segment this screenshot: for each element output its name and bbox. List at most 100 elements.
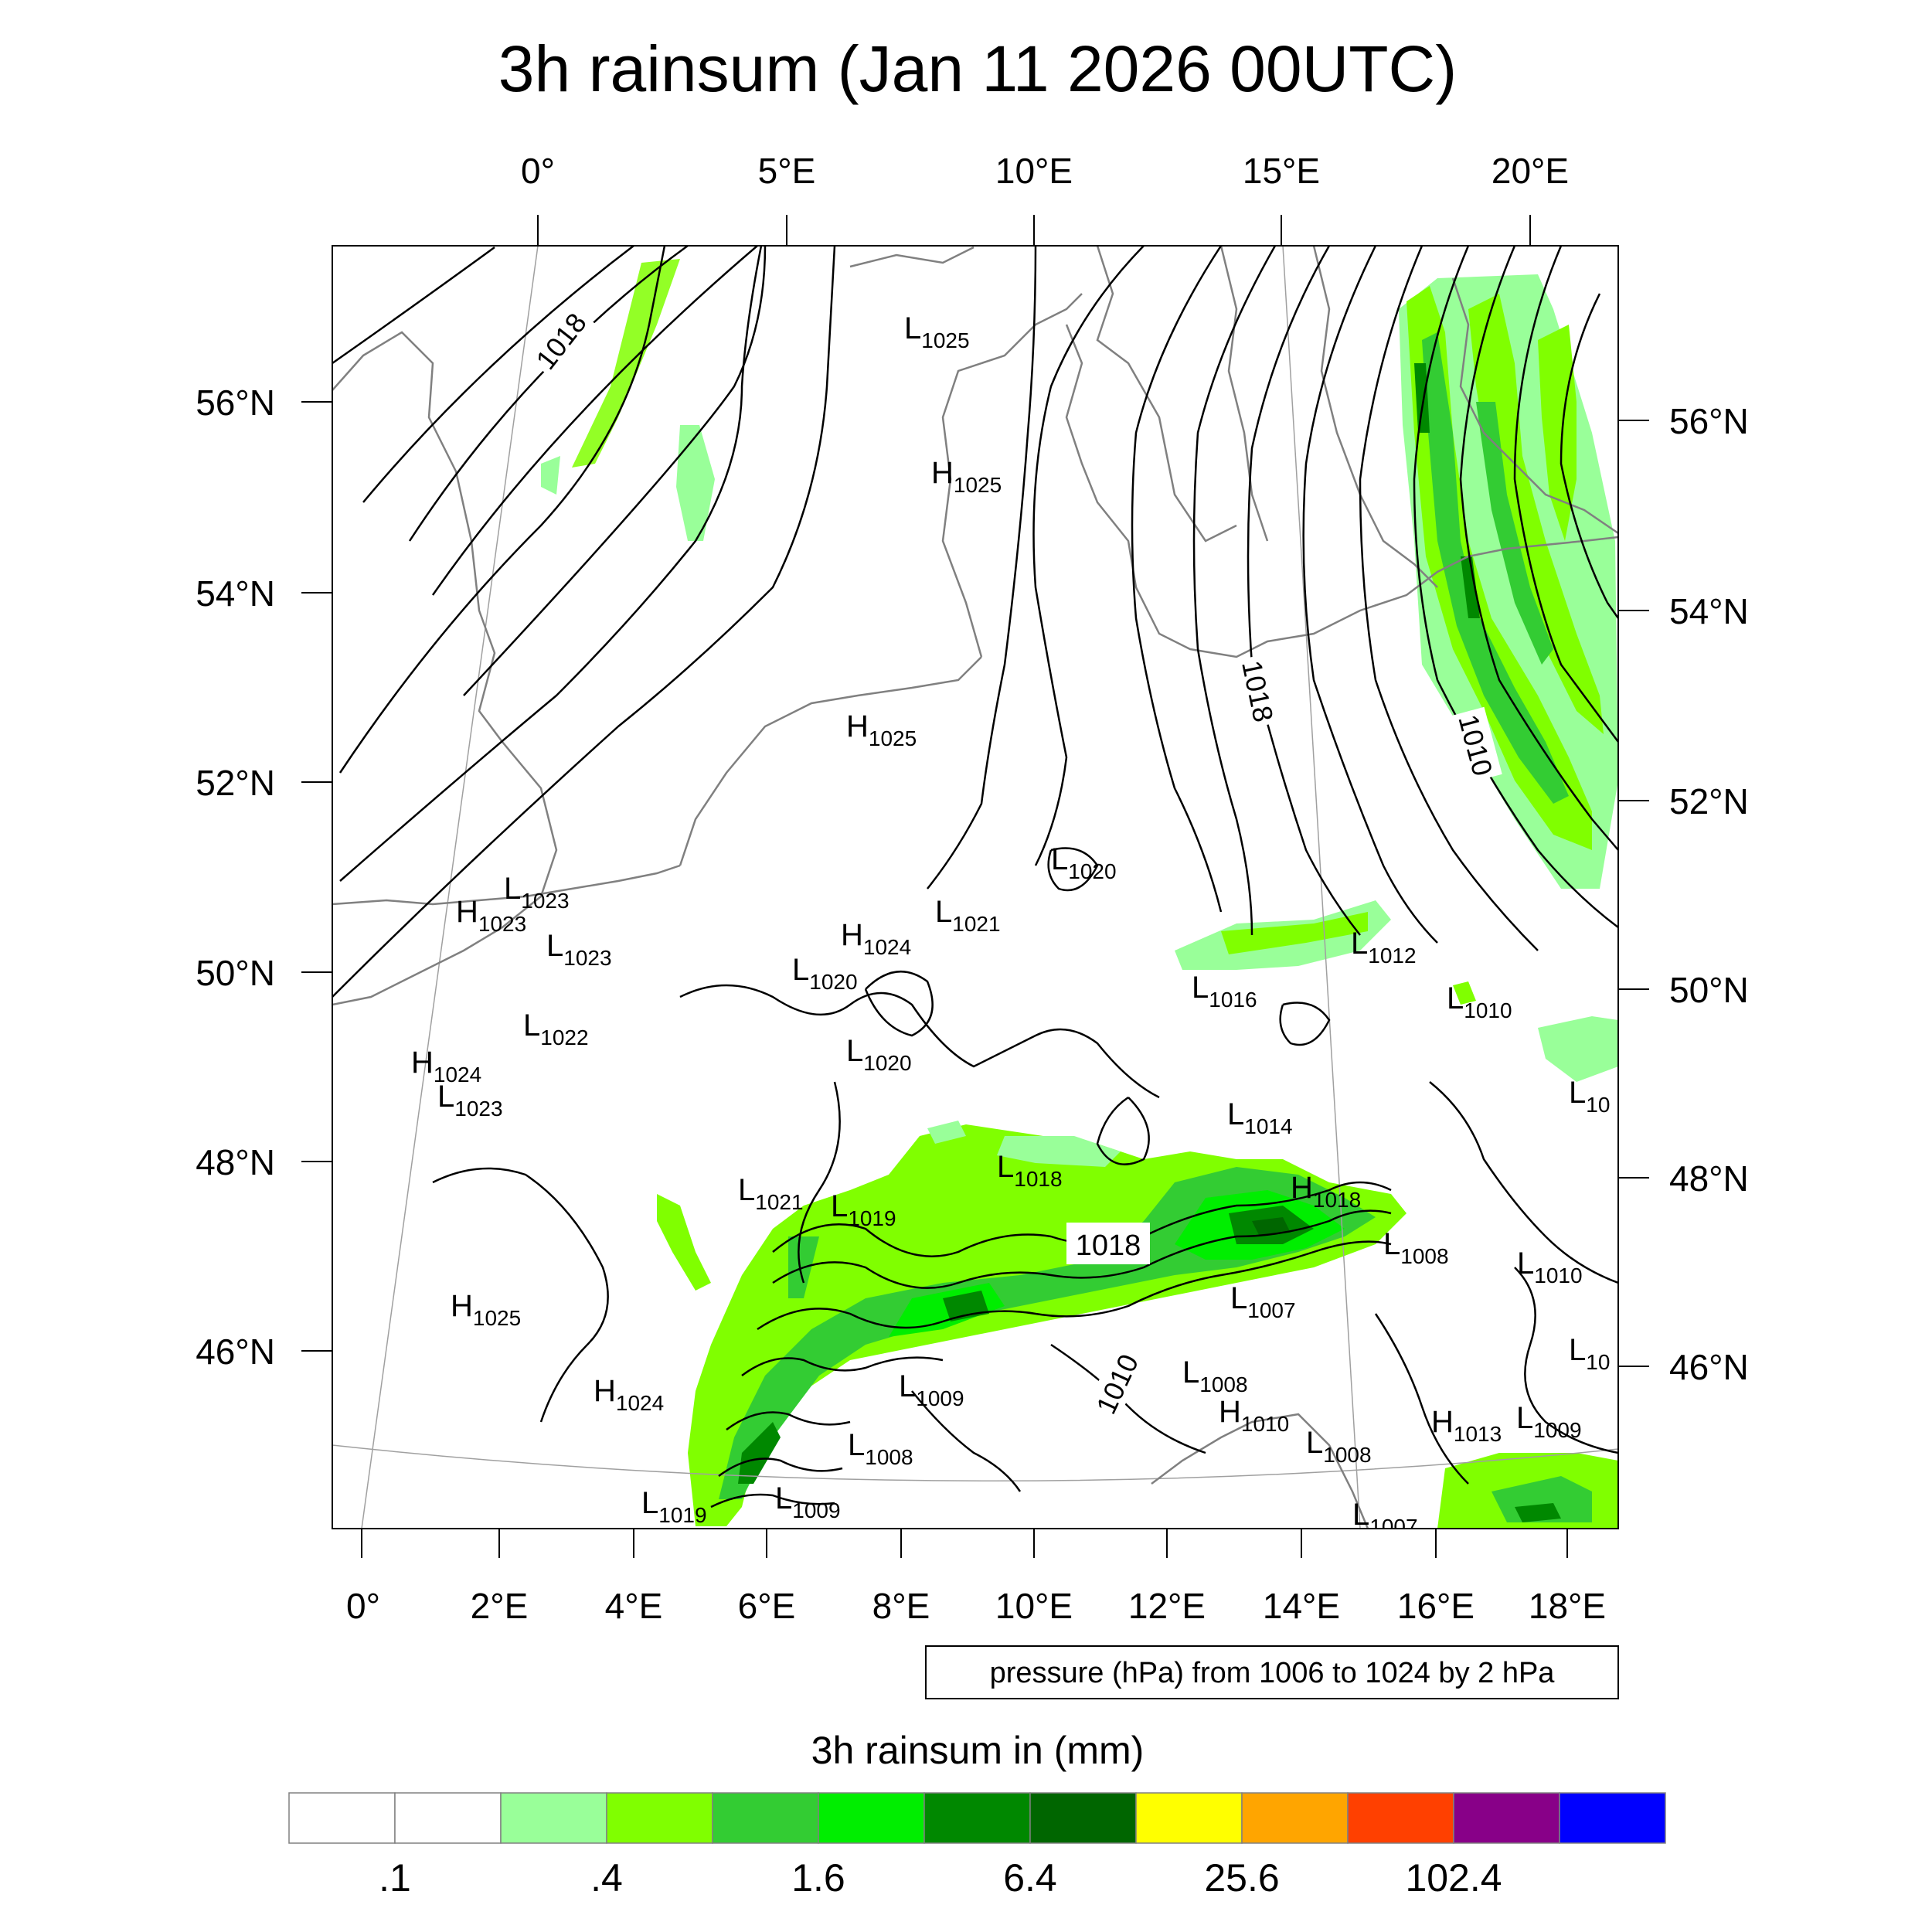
pressure-value: 1020 bbox=[863, 1051, 911, 1075]
pressure-value: 1024 bbox=[616, 1391, 664, 1415]
colorbar-swatch bbox=[818, 1792, 925, 1844]
pressure-value: 1025 bbox=[869, 726, 917, 750]
top-lon-label: 20°E bbox=[1492, 151, 1569, 191]
top-lon-label: 0° bbox=[521, 151, 555, 191]
pressure-value: 10 bbox=[1586, 1350, 1610, 1374]
bottom-lon-label: 8°E bbox=[872, 1586, 930, 1626]
isobar bbox=[339, 246, 763, 882]
left-lat-label: 50°N bbox=[196, 953, 275, 993]
colorbar-swatch bbox=[500, 1792, 607, 1844]
right-axis bbox=[1618, 420, 1649, 1367]
top-axis bbox=[537, 215, 1531, 246]
pressure-value: 1016 bbox=[1209, 988, 1257, 1012]
pressure-value: 1010 bbox=[1241, 1412, 1289, 1436]
isobar bbox=[1514, 1267, 1618, 1454]
colorbar-swatch bbox=[288, 1792, 396, 1844]
isobar bbox=[1459, 246, 1618, 851]
right-lat-label: 52°N bbox=[1669, 781, 1749, 821]
left-lat-label: 52°N bbox=[196, 763, 275, 803]
pressure-value: 1024 bbox=[863, 935, 911, 959]
right-lat-label: 46°N bbox=[1669, 1347, 1749, 1387]
rain-area bbox=[1461, 556, 1480, 618]
top-lon-label: 10°E bbox=[995, 151, 1073, 191]
map-area: 1018 1018 1010 1018 1010 bbox=[332, 245, 1619, 1539]
isobar bbox=[726, 1411, 851, 1431]
isobar bbox=[741, 1356, 944, 1377]
pressure-value: 1025 bbox=[473, 1306, 521, 1330]
rain-area bbox=[738, 1422, 781, 1484]
rain-area bbox=[572, 259, 680, 468]
pressure-note: pressure (hPa) from 1006 to 1024 by 2 hP… bbox=[925, 1645, 1619, 1699]
coastline bbox=[679, 656, 982, 866]
bottom-lon-label: 2°E bbox=[471, 1586, 529, 1626]
rain-area bbox=[1538, 1016, 1618, 1082]
pressure-value: 1018 bbox=[1014, 1167, 1062, 1191]
isobar bbox=[710, 1493, 835, 1509]
isobar bbox=[772, 1209, 1392, 1289]
meridian-line bbox=[361, 246, 539, 1529]
bottom-lon-label: 16°E bbox=[1397, 1586, 1475, 1626]
coastline bbox=[332, 864, 681, 906]
isobar bbox=[1247, 246, 1361, 936]
isobar bbox=[1429, 1081, 1618, 1284]
pressure-value: 1019 bbox=[848, 1206, 896, 1230]
pressure-value: 10 bbox=[1586, 1093, 1610, 1117]
pressure-value: 1022 bbox=[540, 1026, 588, 1049]
pressure-value: 1019 bbox=[658, 1503, 706, 1527]
coastline bbox=[1451, 277, 1618, 535]
isobars bbox=[332, 246, 1618, 1509]
pressure-value: 1008 bbox=[1323, 1443, 1371, 1467]
coastline bbox=[332, 331, 558, 1006]
isobar bbox=[463, 246, 767, 696]
coastline bbox=[1219, 246, 1269, 542]
coastline bbox=[1096, 246, 1237, 543]
isobar bbox=[332, 246, 836, 998]
bottom-lon-label: 6°E bbox=[738, 1586, 796, 1626]
pressure-value: 1023 bbox=[563, 946, 611, 970]
right-lat-label: 50°N bbox=[1669, 970, 1749, 1010]
colorbar-swatch bbox=[1453, 1792, 1560, 1844]
bottom-lon-label: 18°E bbox=[1529, 1586, 1606, 1626]
colorbar-swatch bbox=[712, 1792, 819, 1844]
graticule bbox=[332, 246, 1618, 1529]
colorbar-label: .1 bbox=[379, 1856, 411, 1900]
bottom-lon-label: 14°E bbox=[1263, 1586, 1340, 1626]
isobar bbox=[1032, 246, 1145, 866]
isobar bbox=[431, 246, 758, 596]
coastlines bbox=[332, 246, 1618, 1529]
pressure-value: 1021 bbox=[952, 912, 1000, 936]
pressure-value: 1018 bbox=[1313, 1188, 1361, 1212]
rain-area bbox=[1453, 981, 1476, 1005]
map-frame bbox=[332, 245, 1619, 1529]
pressure-value: 1008 bbox=[1400, 1244, 1448, 1268]
left-lat-label: 54°N bbox=[196, 573, 275, 614]
colorbar-labels: .1 .4 1.6 6.4 25.6 102.4 bbox=[379, 1856, 1502, 1900]
isobar bbox=[362, 246, 634, 503]
colorbar-swatch bbox=[1241, 1792, 1349, 1844]
isobar bbox=[798, 1081, 841, 1284]
isobar bbox=[332, 246, 495, 365]
isobar bbox=[927, 246, 1037, 889]
high-pressure-label: H1018 bbox=[1291, 1171, 1361, 1212]
rain-area bbox=[541, 456, 560, 495]
pressure-value: 1007 bbox=[1369, 1515, 1417, 1539]
isobar bbox=[679, 984, 1160, 1099]
left-lat-label: 56°N bbox=[196, 383, 275, 423]
pressure-value: 1007 bbox=[1247, 1298, 1295, 1322]
rain-area bbox=[676, 425, 715, 541]
pressure-value: 1020 bbox=[809, 970, 857, 994]
pressure-value: 1009 bbox=[1533, 1418, 1581, 1442]
rain-area bbox=[1422, 332, 1569, 804]
coastline bbox=[849, 246, 975, 268]
rain-area bbox=[1515, 1503, 1561, 1522]
colorbar-swatch bbox=[1347, 1792, 1454, 1844]
left-axis bbox=[301, 401, 332, 1352]
colorbar-swatch bbox=[606, 1792, 713, 1844]
isobar bbox=[1047, 847, 1099, 892]
colorbar-label: .4 bbox=[590, 1856, 623, 1900]
isobar bbox=[864, 970, 934, 1037]
rain-area bbox=[927, 1121, 966, 1144]
colorbar-swatches bbox=[288, 1792, 1666, 1844]
colorbar-swatch bbox=[1029, 1792, 1137, 1844]
isobar bbox=[1302, 246, 1438, 944]
